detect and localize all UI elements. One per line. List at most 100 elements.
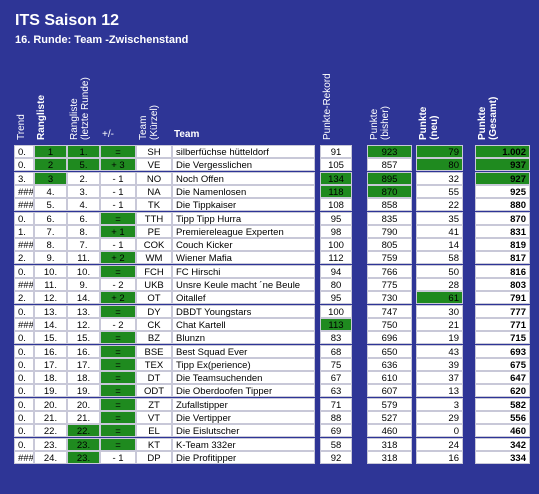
table-cell: 91 (320, 145, 352, 158)
table-cell: 41 (416, 224, 463, 238)
table-cell: 94 (320, 264, 352, 278)
table-cell: 16. (67, 344, 100, 358)
table-cell: FC Hirschi (172, 264, 315, 278)
table-cell: DBDT Youngstars (172, 304, 315, 318)
table-cell: 2. (14, 251, 34, 265)
table-cell: Tipp Tipp Hurra (172, 211, 315, 225)
table-cell: 7. (67, 238, 100, 252)
table-cell: 791 (475, 291, 530, 305)
table-cell: 1. (67, 145, 100, 158)
table-cell: 4. (67, 198, 100, 212)
table-cell: 11. (67, 251, 100, 265)
column-header: Punkte (Gesamt) (477, 96, 499, 140)
table-cell: 24. (34, 450, 67, 464)
table-cell: = (100, 211, 136, 225)
table-cell: 50 (416, 264, 463, 278)
table-cell: = (100, 397, 136, 411)
table-cell: 18. (67, 371, 100, 385)
table-cell: 14. (34, 317, 67, 331)
table-cell: 803 (475, 278, 530, 291)
table-cell: 0. (14, 384, 34, 398)
table-cell: DT (136, 371, 172, 385)
table-cell: - 1 (100, 238, 136, 252)
table-cell: 759 (367, 251, 412, 265)
table-cell: Die Tippkaiser (172, 198, 315, 212)
column-header: Punkte (neu) (418, 106, 440, 140)
table-cell: 527 (367, 411, 412, 424)
table-cell: VT (136, 411, 172, 424)
table-cell: 0. (14, 331, 34, 345)
table-cell: 817 (475, 251, 530, 265)
table-cell: Die Profitipper (172, 450, 315, 464)
table-cell: PE (136, 224, 172, 238)
table-cell: 80 (416, 158, 463, 172)
table-cell: 693 (475, 344, 530, 358)
table-cell: 9. (34, 251, 67, 265)
table-cell: 925 (475, 184, 530, 198)
table-cell: BSE (136, 344, 172, 358)
table-cell: 0 (416, 424, 463, 438)
table-cell: Couch Kicker (172, 238, 315, 252)
table-cell: 0. (14, 304, 34, 318)
table-cell: 63 (320, 384, 352, 398)
table-cell: 0. (14, 264, 34, 278)
table-cell: 29 (416, 411, 463, 424)
column-header: Punkte (bisher) (369, 106, 391, 140)
table-cell: 2. (67, 171, 100, 185)
table-cell: 750 (367, 317, 412, 331)
table-cell: 460 (475, 424, 530, 438)
table-cell: ### (14, 450, 34, 464)
table-cell: 3 (416, 397, 463, 411)
table-cell: ### (14, 238, 34, 252)
table-cell: 620 (475, 384, 530, 398)
table-cell: BZ (136, 331, 172, 345)
column-header: Rangliste (36, 94, 47, 140)
table-cell: 134 (320, 171, 352, 185)
table-cell: 113 (320, 317, 352, 331)
table-cell: 108 (320, 198, 352, 212)
table-cell: 55 (416, 184, 463, 198)
table-cell: 12. (34, 291, 67, 305)
table-cell: 0. (14, 397, 34, 411)
table-cell: 607 (367, 384, 412, 398)
table-cell: TK (136, 198, 172, 212)
table-cell: 0. (14, 424, 34, 438)
table-cell: 19. (67, 384, 100, 398)
table-cell: Die Vergesslichen (172, 158, 315, 172)
table-cell: 0. (14, 344, 34, 358)
table-cell: - 1 (100, 184, 136, 198)
table-cell: Noch Offen (172, 171, 315, 185)
table-cell: - 1 (100, 171, 136, 185)
table-cell: OT (136, 291, 172, 305)
table-cell: 11. (34, 278, 67, 291)
table-cell: VE (136, 158, 172, 172)
table-cell: 9. (67, 278, 100, 291)
table-cell: 342 (475, 437, 530, 451)
table-cell: ### (14, 198, 34, 212)
table-cell: 5. (34, 198, 67, 212)
table-cell: 30 (416, 304, 463, 318)
table-cell: 775 (367, 278, 412, 291)
table-cell: = (100, 371, 136, 385)
table-cell: 71 (320, 397, 352, 411)
column-header: Rangliste (letzte Runde) (69, 77, 91, 140)
table-cell: = (100, 145, 136, 158)
table-cell: 2. (14, 291, 34, 305)
table-cell: 2 (34, 158, 67, 172)
column-header: Punkte-Rekord (322, 73, 333, 140)
table-cell: 8. (67, 224, 100, 238)
table-cell: 16 (416, 450, 463, 464)
table-cell: 777 (475, 304, 530, 318)
table-cell: 895 (367, 171, 412, 185)
table-cell: Blunzn (172, 331, 315, 345)
title: ITS Saison 12 (15, 12, 120, 29)
table-cell: Die Namenlosen (172, 184, 315, 198)
table-cell: 79 (416, 145, 463, 158)
table-cell: - 2 (100, 317, 136, 331)
table-cell: Premiereleague Experten (172, 224, 315, 238)
table-cell: Die Vertipper (172, 411, 315, 424)
table-cell: 24 (416, 437, 463, 451)
table-cell: = (100, 331, 136, 345)
table-cell: UKB (136, 278, 172, 291)
